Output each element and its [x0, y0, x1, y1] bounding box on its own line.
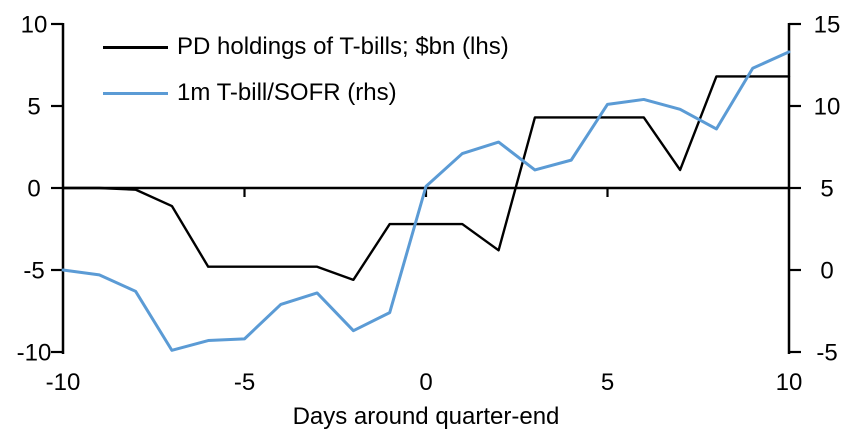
x-axis-tick-label: 5: [601, 369, 614, 396]
left-axis-tick-label: 10: [21, 12, 48, 39]
legend-line-black: [103, 45, 168, 49]
x-axis-tick-label: 10: [776, 369, 803, 396]
x-axis-tick-label: -5: [234, 369, 255, 396]
left-axis-tick-label: -10: [17, 340, 52, 367]
left-axis-tick-label: 5: [27, 94, 40, 121]
right-axis-tick-label: 10: [814, 94, 841, 121]
right-axis-tick-label: 5: [820, 176, 833, 203]
x-axis-tick-label: -10: [46, 369, 81, 396]
legend-label-pd-holdings: PD holdings of T-bills; $bn (lhs): [177, 33, 509, 60]
legend-label-tbill-sofr: 1m T-bill/SOFR (rhs): [177, 79, 397, 106]
series-line-tbill-sofr: [61, 50, 791, 352]
left-axis-tick-label: -5: [23, 258, 44, 285]
legend-item-pd-holdings: PD holdings of T-bills; $bn (lhs): [103, 33, 509, 61]
legend-line-blue: [103, 91, 168, 95]
left-axis-tick-label: 0: [27, 176, 40, 203]
x-axis-tick-label: 0: [419, 369, 432, 396]
right-axis-tick-label: -5: [816, 340, 837, 367]
legend-item-tbill-sofr: 1m T-bill/SOFR (rhs): [103, 79, 397, 107]
right-axis-tick-label: 15: [814, 12, 841, 39]
series-line-pd-holdings: [61, 75, 791, 282]
right-axis-tick-label: 0: [820, 258, 833, 285]
x-axis-title: Days around quarter-end: [292, 403, 560, 430]
